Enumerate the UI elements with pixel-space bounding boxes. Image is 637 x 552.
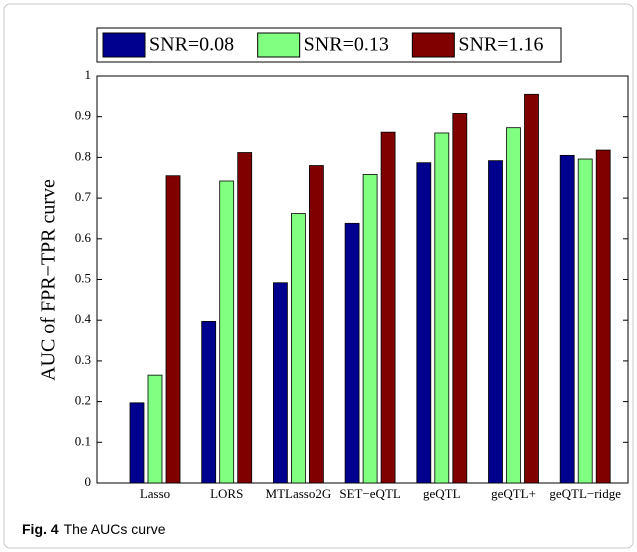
legend-label: SNR=0.13 [304, 34, 389, 56]
bar [219, 180, 235, 484]
bar [577, 158, 593, 484]
legend-label: SNR=1.16 [458, 34, 543, 56]
caption-label: Fig. 4 [22, 521, 59, 537]
x-tick-label: SET−eQTL [339, 486, 401, 501]
bar [290, 213, 306, 484]
bar [452, 113, 468, 484]
bar [237, 152, 253, 484]
bar [380, 131, 396, 484]
bar [559, 154, 575, 484]
bar [308, 165, 324, 484]
caption: Fig. 4 The AUCs curve [22, 521, 166, 537]
y-tick-label: 0.5 [75, 270, 91, 285]
legend-swatch [411, 32, 455, 58]
bar [129, 402, 145, 484]
x-tick-label: geQTL+ [491, 486, 536, 501]
bar [488, 160, 503, 484]
legend-label: SNR=0.08 [149, 34, 234, 56]
legend-box [96, 27, 562, 63]
y-tick-label: 0.8 [75, 148, 91, 163]
x-tick-label: LORS [210, 486, 243, 501]
bar [506, 127, 521, 484]
plot-area [96, 75, 629, 484]
bar [416, 162, 432, 484]
legend-swatch [102, 32, 146, 58]
bar [595, 149, 611, 484]
x-tick-label: geQTL [423, 486, 461, 501]
y-tick-label: 0.4 [75, 311, 92, 326]
bar [344, 222, 360, 484]
bar [272, 282, 288, 484]
y-tick-label: 0.1 [75, 433, 91, 448]
bar [201, 321, 217, 484]
bar [434, 132, 450, 484]
caption-text: The AUCs curve [64, 521, 166, 537]
y-tick-label: 0 [85, 474, 92, 489]
bar [165, 175, 181, 484]
x-tick-label: Lasso [140, 486, 170, 501]
y-tick-label: 0.6 [75, 230, 92, 245]
bar [524, 93, 539, 484]
x-tick-label: MTLasso2G [266, 486, 332, 501]
bar [362, 174, 378, 484]
y-tick-label: 1 [85, 67, 92, 82]
x-tick-label: geQTL−ridge [549, 486, 621, 501]
bar [147, 374, 163, 484]
y-tick-label: 0.9 [75, 108, 91, 123]
y-axis-label: AUC of FPR−TPR curve [38, 179, 60, 381]
legend-swatch [257, 32, 301, 58]
y-tick-label: 0.7 [75, 189, 92, 204]
y-tick-label: 0.2 [75, 393, 91, 408]
y-tick-label: 0.3 [75, 352, 91, 367]
